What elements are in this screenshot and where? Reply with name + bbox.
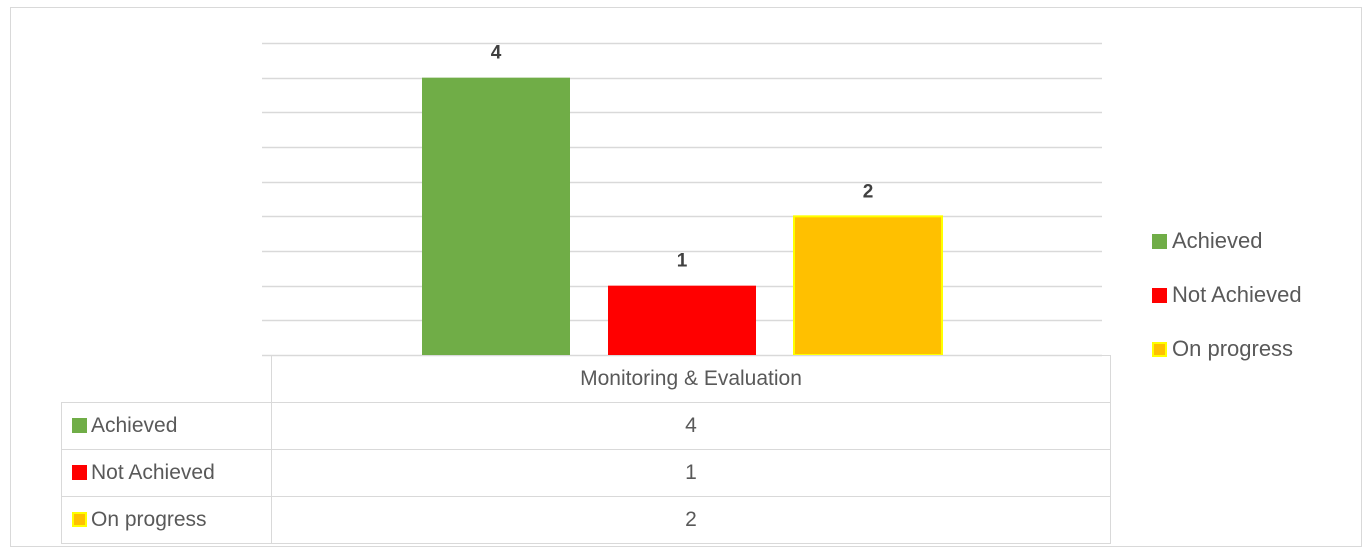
data-table: Monitoring & Evaluation Achieved 4 Not A… [61,355,1111,544]
bar-on-progress [793,215,943,356]
bar-not-achieved [608,285,756,355]
data-table-key-on-progress: On progress [61,496,272,544]
table-swatch-not-achieved [72,465,87,480]
legend: Achieved Not Achieved On progress [1152,214,1302,376]
plot-area: 4 1 2 [262,43,1102,357]
data-table-row-achieved: Achieved 4 [61,402,1111,450]
bars [422,77,943,356]
data-table-row-not-achieved: Not Achieved 1 [61,449,1111,497]
table-series-not-achieved: Not Achieved [91,461,215,484]
bar-labels: 4 1 2 [491,43,874,272]
data-table-row-on-progress: On progress 2 [61,496,1111,544]
category-label: Monitoring & Evaluation [271,355,1111,403]
legend-label-not-achieved: Not Achieved [1172,282,1302,307]
data-table-key-achieved: Achieved [61,402,272,450]
legend-item-on-progress: On progress [1152,322,1302,376]
table-value-not-achieved: 1 [271,449,1111,497]
legend-swatch-achieved [1152,233,1167,249]
data-label-on-progress: 2 [863,181,874,202]
legend-item-achieved: Achieved [1152,214,1302,268]
table-series-on-progress: On progress [91,508,207,531]
table-swatch-achieved [72,418,87,433]
data-table-corner [61,355,272,403]
legend-label-achieved: Achieved [1172,228,1263,253]
chart-frame [10,7,1362,547]
bar-achieved [422,77,570,356]
table-series-achieved: Achieved [91,414,178,437]
legend-swatch-on-progress [1152,341,1167,357]
data-table-header-row: Monitoring & Evaluation [61,355,1111,403]
table-value-on-progress: 2 [271,496,1111,544]
legend-item-not-achieved: Not Achieved [1152,268,1302,322]
data-label-achieved: 4 [491,43,502,64]
legend-label-on-progress: On progress [1172,336,1294,361]
data-table-key-not-achieved: Not Achieved [61,449,272,497]
table-value-achieved: 4 [271,402,1111,450]
legend-swatch-not-achieved [1152,287,1167,303]
table-swatch-on-progress [72,512,87,527]
data-label-not-achieved: 1 [677,251,688,272]
